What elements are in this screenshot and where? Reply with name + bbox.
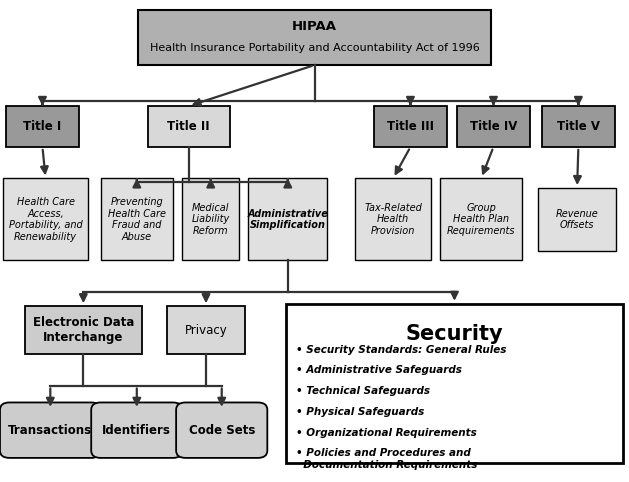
Text: Electronic Data
Interchange: Electronic Data Interchange — [33, 316, 134, 344]
FancyBboxPatch shape — [101, 178, 173, 260]
Text: Security: Security — [406, 324, 503, 344]
FancyBboxPatch shape — [286, 304, 623, 463]
FancyBboxPatch shape — [182, 178, 239, 260]
Text: Identifiers: Identifiers — [103, 424, 171, 437]
FancyBboxPatch shape — [176, 402, 267, 458]
FancyBboxPatch shape — [138, 10, 491, 65]
FancyBboxPatch shape — [0, 402, 101, 458]
Text: Tax-Related
Health
Provision: Tax-Related Health Provision — [364, 203, 422, 236]
Text: Title IV: Title IV — [470, 120, 517, 133]
FancyBboxPatch shape — [167, 306, 245, 354]
Text: • Policies and Procedures and
  Documentation Requirements: • Policies and Procedures and Documentat… — [296, 448, 477, 470]
FancyBboxPatch shape — [25, 306, 142, 354]
FancyBboxPatch shape — [538, 188, 616, 251]
FancyBboxPatch shape — [355, 178, 431, 260]
FancyBboxPatch shape — [457, 106, 530, 147]
Text: Group
Health Plan
Requirements: Group Health Plan Requirements — [447, 203, 515, 236]
FancyBboxPatch shape — [248, 178, 327, 260]
FancyBboxPatch shape — [148, 106, 230, 147]
FancyBboxPatch shape — [374, 106, 447, 147]
Text: • Physical Safeguards: • Physical Safeguards — [296, 407, 424, 417]
FancyBboxPatch shape — [440, 178, 522, 260]
Text: Administrative
Simplification: Administrative Simplification — [247, 209, 328, 230]
Text: Title I: Title I — [23, 120, 62, 133]
Text: Medical
Liability
Reform: Medical Liability Reform — [192, 203, 230, 236]
Text: Title II: Title II — [167, 120, 210, 133]
Text: • Organizational Requirements: • Organizational Requirements — [296, 428, 476, 438]
FancyBboxPatch shape — [91, 402, 182, 458]
Text: Transactions: Transactions — [8, 424, 92, 437]
FancyBboxPatch shape — [3, 178, 88, 260]
Text: • Technical Safeguards: • Technical Safeguards — [296, 386, 430, 396]
FancyBboxPatch shape — [6, 106, 79, 147]
Text: HIPAA: HIPAA — [292, 20, 337, 33]
Text: • Security Standards: General Rules: • Security Standards: General Rules — [296, 345, 506, 355]
Text: Health Insurance Portability and Accountability Act of 1996: Health Insurance Portability and Account… — [150, 43, 479, 53]
Text: Privacy: Privacy — [185, 324, 227, 336]
Text: Title III: Title III — [387, 120, 434, 133]
Text: Health Care
Access,
Portability, and
Renewability: Health Care Access, Portability, and Ren… — [9, 197, 82, 241]
Text: • Administrative Safeguards: • Administrative Safeguards — [296, 365, 462, 375]
FancyBboxPatch shape — [542, 106, 615, 147]
Text: Preventing
Health Care
Fraud and
Abuse: Preventing Health Care Fraud and Abuse — [108, 197, 166, 241]
Text: Code Sets: Code Sets — [189, 424, 255, 437]
Text: Title V: Title V — [557, 120, 600, 133]
Text: Revenue
Offsets: Revenue Offsets — [556, 209, 598, 230]
